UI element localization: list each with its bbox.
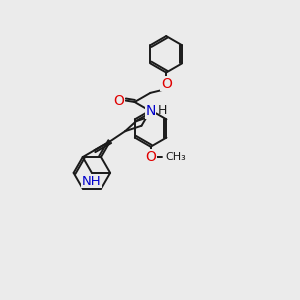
- Text: N: N: [145, 104, 156, 118]
- Text: O: O: [145, 150, 156, 164]
- Text: H: H: [158, 104, 167, 117]
- Text: NH: NH: [82, 175, 102, 188]
- Text: CH₃: CH₃: [165, 152, 186, 162]
- Text: O: O: [161, 77, 172, 91]
- Text: O: O: [114, 94, 124, 107]
